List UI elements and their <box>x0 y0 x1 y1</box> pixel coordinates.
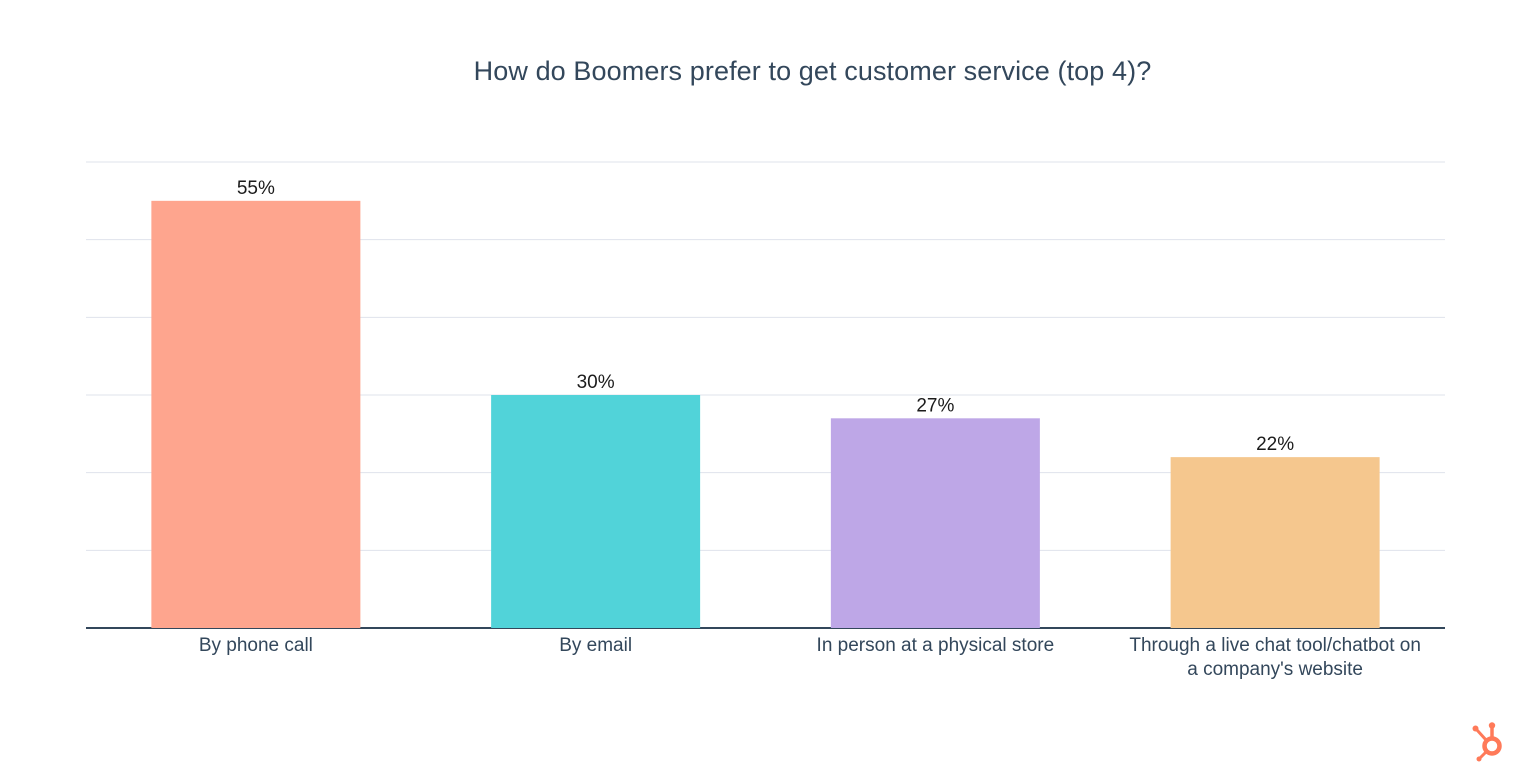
x-tick-label: By phone call <box>199 635 313 656</box>
bar <box>491 395 701 628</box>
bars <box>151 200 1380 629</box>
chart-title: How do Boomers prefer to get customer se… <box>473 56 1152 86</box>
x-tick-label: By email <box>559 635 632 656</box>
data-label: 27% <box>916 395 954 416</box>
bar <box>151 200 361 629</box>
x-tick-label: Through a live chat tool/chatbot on <box>1129 635 1421 656</box>
bar <box>1170 457 1380 628</box>
hubspot-sprocket-icon <box>1472 722 1502 762</box>
data-label: 22% <box>1256 434 1294 455</box>
bar <box>830 418 1040 628</box>
data-label: 55% <box>237 178 275 199</box>
x-tick-label: In person at a physical store <box>817 635 1055 656</box>
x-tick-label: a company's website <box>1187 659 1363 680</box>
labels: 55% By phone call 30% By email 27% In person … <box>199 178 1421 680</box>
data-label: 30% <box>577 372 615 393</box>
